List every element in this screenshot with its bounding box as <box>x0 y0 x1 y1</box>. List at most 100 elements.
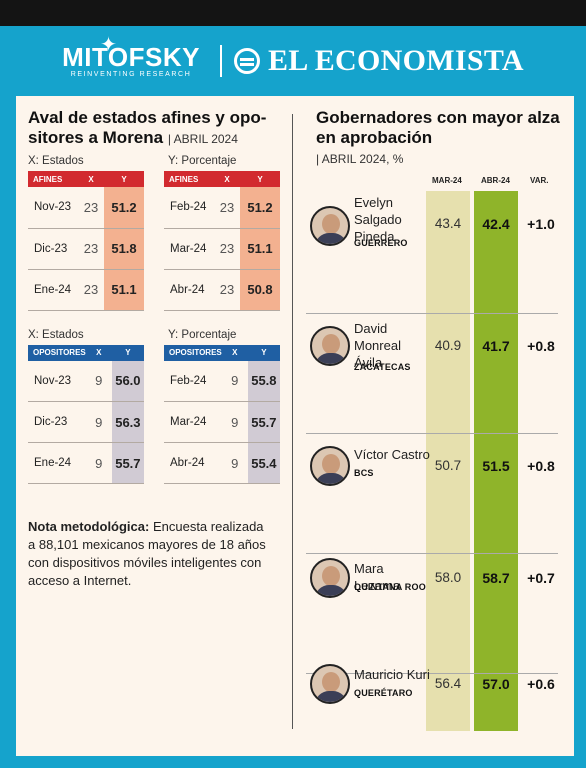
row-label: Abr-24 <box>164 442 222 484</box>
table-row: Ene-24 9 55.7 <box>28 442 144 484</box>
col-header: AFINES <box>164 171 214 187</box>
governors-column-headers: MAR-24 ABR-24 VAR. <box>16 176 574 196</box>
y-value: 51.1 <box>240 228 280 270</box>
y-label: Y: Porcentaje <box>168 155 237 167</box>
col-header: AFINES <box>28 171 78 187</box>
afines-table-2: AFINES X Y Feb-24 23 51.2 Mar-24 23 51.1 Abr… <box>164 171 280 311</box>
abr-value: 51.5 <box>482 458 510 474</box>
col-header-mar: MAR-24 <box>432 176 462 185</box>
x-value: 23 <box>78 228 104 270</box>
col-header: Y <box>111 344 144 361</box>
axis-labels-opositores: X: Estados Y: Porcentaje <box>28 329 280 341</box>
row-label: Nov-23 <box>28 360 86 402</box>
mar-value: 56.4 <box>434 676 462 691</box>
y-value: 56.3 <box>111 401 144 443</box>
governor-state: QUERÉTARO <box>354 688 413 698</box>
left-title: Aval de estados afines y opo-sitores a M… <box>28 108 280 149</box>
governor-photo <box>310 206 350 246</box>
y-value: 55.4 <box>247 442 280 484</box>
col-header-abr: ABR-24 <box>481 176 510 185</box>
governor-name: Evelyn Salgado Pineda <box>354 195 402 244</box>
mar-24-column-band <box>426 191 470 731</box>
mar-value: 58.0 <box>434 570 462 585</box>
content-panel: Aval de estados afines y opo-sitores a M… <box>16 96 574 756</box>
afines-tables: AFINES X Y Nov-23 23 51.2 Dic-23 23 51.8 Ene… <box>28 171 280 311</box>
x-value: 9 <box>85 401 112 443</box>
governor-photo <box>310 326 350 366</box>
row-label: Abr-24 <box>164 269 214 311</box>
governor-row: David Monreal Ávila ZACATECAS 40.9 41.7 … <box>306 314 558 434</box>
y-value: 51.8 <box>104 228 144 270</box>
col-header: OPOSITORES <box>164 344 222 361</box>
row-label: Feb-24 <box>164 360 222 402</box>
row-label: Mar-24 <box>164 401 222 443</box>
abr-24-column-band <box>474 191 518 731</box>
x-value: 9 <box>221 442 248 484</box>
mitofsky-tagline: REINVENTING RESEARCH <box>70 71 192 78</box>
col-header: Y <box>104 171 144 187</box>
header: ✦ MITOFSKY REINVENTING RESEARCH EL ECONO… <box>0 26 586 96</box>
abr-value: 42.4 <box>482 216 510 232</box>
row-label: Ene-24 <box>28 269 78 311</box>
governor-name: Mara Lezama <box>354 561 401 593</box>
governor-state: ZACATECAS <box>354 362 411 372</box>
governor-state: BCS <box>354 468 374 478</box>
el-economista-globe-icon <box>233 48 260 74</box>
table-row: Dic-23 23 51.8 <box>28 228 144 270</box>
col-header: X <box>221 344 248 361</box>
bird-icon: ✦ <box>100 34 117 56</box>
var-value: +0.6 <box>527 676 555 692</box>
y-value: 51.2 <box>240 187 280 229</box>
row-label: Dic-23 <box>28 228 78 270</box>
row-label: Nov-23 <box>28 187 78 229</box>
col-header: Y <box>247 344 280 361</box>
y-value: 51.2 <box>104 187 144 229</box>
y-value: 55.7 <box>111 442 144 484</box>
x-value: 9 <box>85 442 112 484</box>
x-value: 9 <box>221 360 248 402</box>
left-section: Aval de estados afines y opo-sitores a M… <box>28 108 280 590</box>
el-economista-logo: EL ECONOMISTA <box>267 44 524 77</box>
table-row: Nov-23 23 51.2 <box>28 187 144 229</box>
col-header: X <box>78 171 104 187</box>
governor-row: Mara Lezama QUINTANA ROO 58.0 58.7 +0.7 <box>306 554 558 674</box>
var-value: +0.8 <box>527 458 555 474</box>
opositores-table-1: OPOSITORES X Y Nov-23 9 56.0 Dic-23 9 56.3 E… <box>28 344 144 484</box>
methodology-note-text: Encuesta realizada a 88,101 mexicanos ma… <box>28 519 266 588</box>
var-value: +1.0 <box>527 216 555 232</box>
x-label: X: Estados <box>28 328 84 341</box>
mar-value: 50.7 <box>434 458 462 473</box>
top-bar <box>0 0 586 26</box>
opositores-table-2: OPOSITORES X Y Feb-24 9 55.8 Mar-24 9 55.7 A… <box>164 344 280 484</box>
abr-value: 58.7 <box>482 570 510 586</box>
governor-state: GUERRERO <box>354 238 408 248</box>
x-label: X: Estados <box>28 155 84 167</box>
row-label: Feb-24 <box>164 187 214 229</box>
governor-name: Mauricio Kuri <box>354 667 430 682</box>
y-value: 55.8 <box>247 360 280 402</box>
governor-state: QUINTANA ROO <box>354 582 426 592</box>
mar-value: 43.4 <box>434 216 462 231</box>
x-value: 9 <box>221 401 248 443</box>
table-row: Abr-24 23 50.8 <box>164 269 280 311</box>
x-value: 23 <box>78 269 104 311</box>
governor-row: Víctor Castro BCS 50.7 51.5 +0.8 <box>306 434 558 554</box>
col-header: OPOSITORES <box>28 344 86 361</box>
opositores-tables: OPOSITORES X Y Nov-23 9 56.0 Dic-23 9 56.3 E… <box>28 344 280 484</box>
abr-value: 41.7 <box>482 338 510 354</box>
left-subtitle: ABRIL 2024 <box>168 132 238 146</box>
col-header: X <box>214 171 240 187</box>
methodology-note-label: Nota metodológica: <box>28 519 150 534</box>
x-value: 23 <box>214 269 240 311</box>
governor-name: David Monreal Ávila <box>354 321 401 370</box>
table-row: Dic-23 9 56.3 <box>28 401 144 443</box>
mitofsky-name: MITOFSKY <box>62 42 200 72</box>
x-value: 23 <box>214 187 240 229</box>
column-divider <box>292 114 293 729</box>
methodology-note: Nota metodológica: Encuesta realizada a … <box>28 518 268 590</box>
x-value: 9 <box>85 360 112 402</box>
col-header: Y <box>240 171 280 187</box>
governor-photo <box>310 446 350 486</box>
col-header-var: VAR. <box>530 176 549 185</box>
table-row: Nov-23 9 56.0 <box>28 360 144 402</box>
